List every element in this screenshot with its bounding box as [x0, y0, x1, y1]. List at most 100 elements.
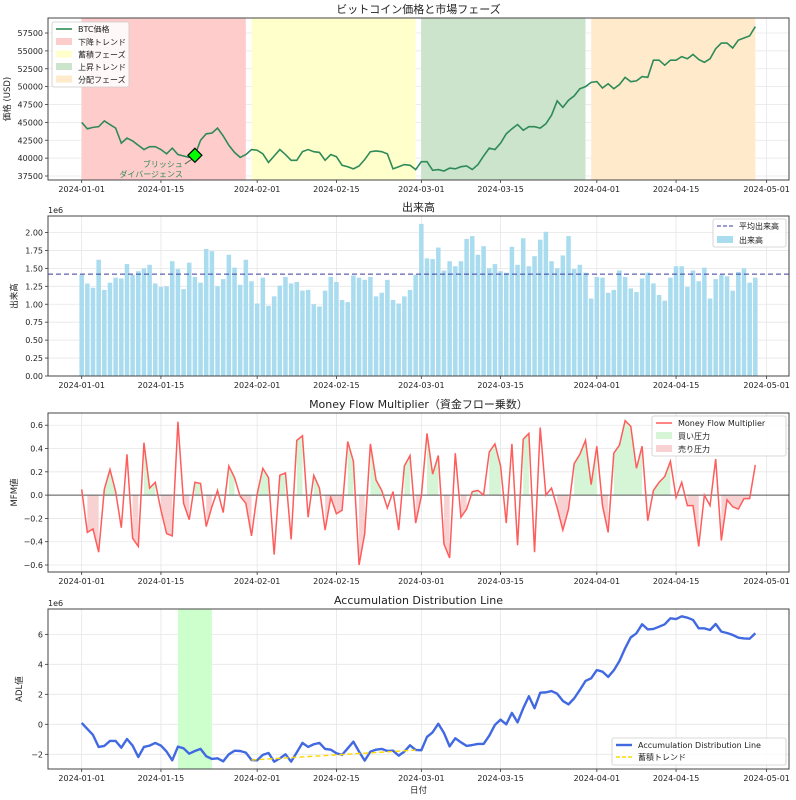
volume-bar	[164, 286, 169, 376]
legend-label-average: 平均出来高	[739, 221, 779, 231]
selling-pressure-fill	[206, 495, 212, 527]
x-tick-label: 2024-04-01	[574, 381, 621, 390]
x-tick-label: 2024-04-15	[653, 185, 700, 194]
volume-bar	[175, 269, 181, 376]
volume-bar	[730, 290, 735, 376]
volume-bar	[498, 271, 503, 376]
legend-label-phase: 下降トレンド	[78, 37, 126, 47]
volume-bar	[736, 271, 741, 376]
y-tick-label: 42500	[18, 136, 43, 145]
selling-pressure-fill	[557, 495, 569, 531]
volume-bar	[741, 268, 747, 376]
buying-pressure-fill	[296, 435, 303, 496]
y-tick-label: 1.75	[25, 246, 43, 255]
buying-pressure-fill	[523, 433, 529, 496]
selling-pressure-fill	[687, 495, 699, 547]
x-tick-label: 2024-01-15	[138, 381, 185, 390]
legend-label-phase: 上昇トレンド	[78, 63, 126, 72]
buying-pressure-fill	[228, 466, 235, 496]
volume-bar	[373, 296, 379, 376]
volume-bar	[271, 296, 277, 376]
volume-bar	[713, 279, 718, 376]
x-tick-label: 2024-01-15	[138, 185, 185, 194]
y-tick-label: 1.50	[25, 264, 43, 273]
y-tick-label: 40000	[18, 154, 43, 163]
volume-bar	[356, 277, 362, 376]
volume-bar	[577, 264, 583, 376]
y-tick-label: 45000	[18, 118, 43, 127]
x-tick-label: 2024-02-15	[313, 381, 360, 390]
volume-bar	[520, 238, 526, 376]
volume-bar	[753, 277, 758, 376]
volume-bar	[600, 277, 605, 376]
buying-pressure-fill	[104, 469, 116, 496]
volume-bar	[639, 278, 645, 376]
y-tick-label: 0.75	[25, 318, 43, 327]
y-tick-label: −2	[31, 750, 43, 759]
x-tick-label: 2024-02-01	[234, 381, 281, 390]
volume-bar	[668, 277, 673, 376]
selling-pressure-fill	[359, 495, 365, 566]
volume-bar	[339, 299, 345, 376]
volume-bar	[470, 236, 475, 376]
bullish-divergence-marker	[187, 147, 203, 164]
volume-bar	[532, 256, 537, 376]
volume-bar	[696, 281, 701, 376]
volume-bar	[390, 299, 396, 376]
volume-bar	[311, 304, 317, 376]
volume-bar	[124, 264, 130, 376]
x-axis-label: 日付	[410, 785, 428, 796]
volume-bar	[96, 259, 101, 376]
legend-label-volume: 出来高	[739, 235, 763, 245]
volume-bar	[515, 264, 520, 376]
legend-label-adl: Accumulation Distribution Line	[638, 741, 761, 750]
legend-handle-phase	[56, 75, 72, 83]
buying-pressure-fill	[653, 461, 671, 496]
buying-pressure-fill	[143, 442, 156, 496]
volume-bar	[345, 302, 351, 376]
volume-bar	[402, 296, 407, 376]
x-tick-label: 2024-03-01	[398, 185, 445, 194]
volume-bar	[583, 272, 588, 376]
volume-bar	[543, 231, 549, 376]
y-tick-label: 47500	[18, 101, 43, 110]
volume-bar	[594, 276, 600, 376]
x-tick-label: 2024-02-01	[234, 577, 281, 586]
y-tick-label: 0.0	[30, 491, 43, 500]
volume-bar	[396, 303, 401, 376]
volume-bar	[611, 289, 617, 376]
volume-bar	[277, 285, 283, 376]
volume-bar	[651, 283, 656, 376]
axes-frame	[47, 412, 790, 573]
volume-bar	[232, 267, 237, 376]
x-tick-label: 2024-05-01	[743, 381, 790, 390]
phase-span-3	[591, 18, 756, 180]
volume-bar	[407, 289, 413, 376]
volume-bar	[102, 289, 107, 376]
volume-bar	[107, 282, 113, 376]
x-tick-label: 2024-04-01	[574, 774, 621, 783]
volume-bar	[158, 287, 164, 376]
x-tick-label: 2024-04-15	[653, 381, 700, 390]
volume-bar	[243, 259, 249, 376]
subplot-2: 2024-01-01 2024-01-15 2024-02-01 2024-02-15…	[9, 200, 790, 390]
x-tick-label: 2024-03-15	[477, 577, 524, 586]
y-offset-label: 1e6	[48, 206, 63, 215]
volume-bar	[656, 294, 662, 376]
annotation-text-line2: ダイバージェンス	[119, 169, 183, 179]
legend-label-selling: 売り圧力	[678, 444, 710, 454]
buying-pressure-fill	[347, 441, 354, 496]
volume-bar	[690, 270, 696, 376]
volume-bar	[673, 266, 679, 376]
volume-bar	[260, 277, 266, 376]
x-tick-label: 2024-03-15	[477, 774, 524, 783]
volume-bar	[328, 276, 334, 376]
selling-pressure-fill	[160, 495, 173, 536]
chart-title: Accumulation Distribution Line	[334, 594, 503, 607]
volume-bar	[283, 276, 288, 376]
highlight-span	[177, 609, 212, 769]
x-tick-label: 2024-05-01	[743, 577, 790, 586]
phase-span-2	[421, 18, 586, 180]
y-tick-label: 6	[38, 630, 43, 639]
